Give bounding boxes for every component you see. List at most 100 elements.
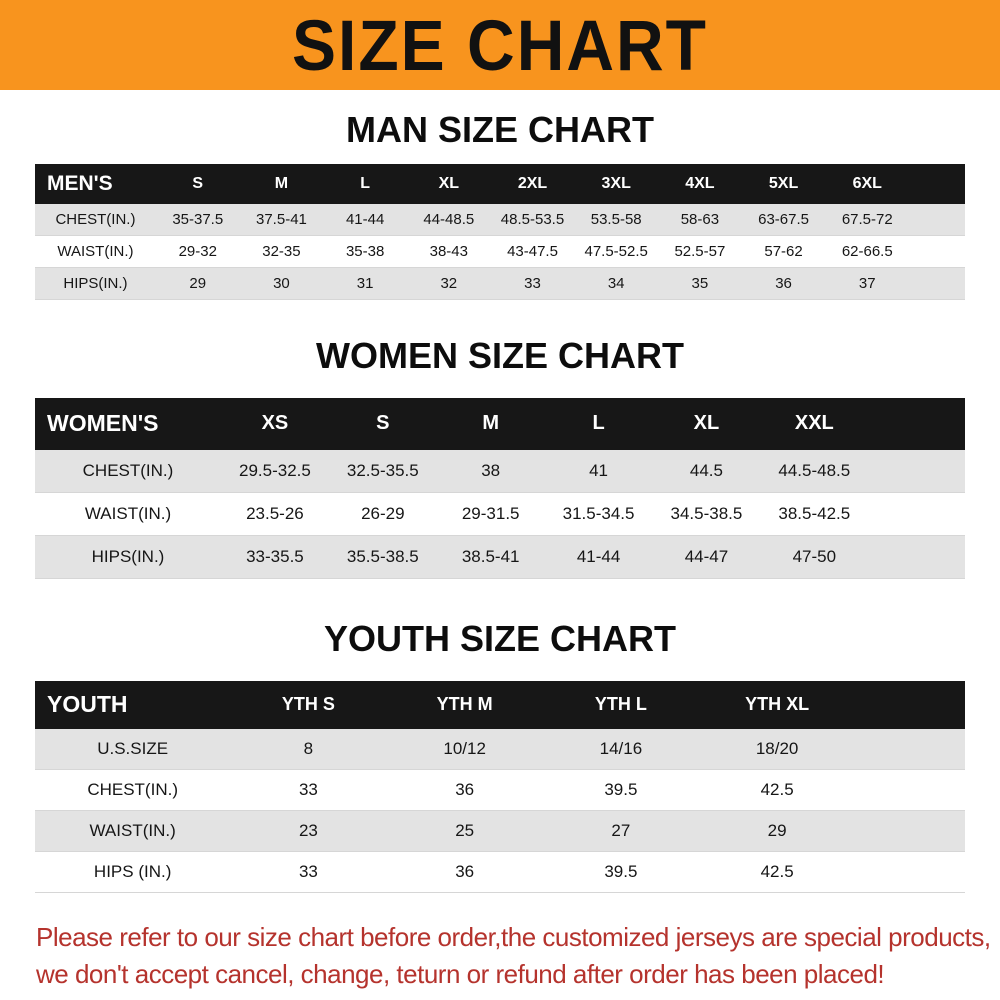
- cell: 33: [298, 862, 318, 882]
- spacer-cell: [868, 536, 965, 579]
- cell: 67.5-72: [841, 210, 893, 228]
- cell: 53.5-58: [590, 210, 642, 228]
- cell: 38.5-42.5: [778, 504, 851, 524]
- cell: 36: [455, 780, 475, 800]
- youth-col-header: YTH XL: [699, 680, 856, 729]
- spacer-cell: [868, 450, 965, 493]
- cell: 39.5: [604, 780, 638, 800]
- women-col-header: XL: [652, 397, 761, 450]
- cell: 25: [455, 821, 475, 841]
- men-col-header: 5XL: [741, 163, 826, 204]
- cell: 42.5: [760, 862, 794, 882]
- youth-corner-label: YOUTH: [35, 680, 231, 729]
- footer-line-2: we don't accept cancel, change, teturn o…: [36, 958, 885, 989]
- spacer-cell: [855, 680, 965, 729]
- row-label: CHEST(IN.): [82, 460, 174, 480]
- cell: 10/12: [443, 739, 486, 759]
- women-col-header: XXL: [760, 397, 869, 450]
- women-col-header: L: [544, 397, 653, 450]
- row-label: CHEST(IN.): [87, 780, 178, 800]
- cell: 33: [298, 780, 318, 800]
- table-row: WAIST(IN.) 23.5-26 26-29 29-31.5 31.5-34…: [35, 492, 965, 536]
- table-row: CHEST(IN.) 35-37.5 37.5-41 41-44 44-48.5…: [35, 203, 965, 236]
- spacer-cell: [855, 770, 965, 811]
- women-col-header: M: [436, 397, 545, 450]
- table-row: U.S.SIZE 8 10/12 14/16 18/20: [35, 728, 965, 770]
- cell: 29: [189, 275, 207, 293]
- cell: 33: [524, 275, 541, 293]
- table-row: HIPS(IN.) 29 30 31 32 33 34 35 36 37: [35, 267, 965, 300]
- row-label: WAIST(IN.): [84, 504, 172, 524]
- cell: 26-29: [361, 504, 405, 524]
- banner-title: SIZE CHART: [292, 5, 708, 85]
- men-header-row: MEN'S S M L XL 2XL 3XL 4XL 5XL 6XL: [35, 163, 965, 204]
- cell: 38.5-41: [461, 547, 520, 567]
- spacer-cell: [868, 397, 965, 450]
- cell: 30: [273, 275, 290, 293]
- footer-line-1: Please refer to our size chart before or…: [36, 922, 991, 953]
- cell: 32: [440, 275, 458, 293]
- cell: 23.5-26: [246, 504, 304, 524]
- cell: 58-63: [680, 210, 720, 228]
- women-header-row: WOMEN'S XS S M L XL XXL: [35, 397, 965, 450]
- row-label: HIPS(IN.): [91, 547, 165, 567]
- cell: 31.5-34.5: [562, 504, 635, 524]
- cell: 27: [611, 821, 631, 841]
- cell: 36: [775, 275, 792, 293]
- cell: 18/20: [755, 739, 799, 759]
- women-size-table: WOMEN'S XS S M L XL XXL CHEST(IN.) 29.5-…: [35, 397, 965, 580]
- cell: 38-43: [429, 243, 468, 261]
- cell: 29-31.5: [461, 504, 520, 524]
- youth-section-heading: YOUTH SIZE CHART: [323, 618, 676, 660]
- cell: 31: [356, 275, 374, 293]
- spacer-cell: [868, 493, 965, 536]
- men-col-header: 4XL: [658, 163, 742, 204]
- cell: 63-67.5: [758, 210, 809, 228]
- table-row: WAIST(IN.) 29-32 32-35 35-38 38-43 43-47…: [35, 235, 965, 268]
- cell: 37: [858, 275, 876, 293]
- cell: 41: [589, 460, 609, 480]
- youth-header-row: YOUTH YTH S YTH M YTH L YTH XL: [35, 680, 965, 729]
- cell: 34.5-38.5: [670, 504, 743, 524]
- cell: 48.5-53.5: [500, 210, 565, 228]
- row-label: HIPS (IN.): [93, 862, 172, 882]
- table-row: HIPS (IN.) 33 36 39.5 42.5: [35, 851, 965, 893]
- youth-col-header: YTH S: [230, 680, 387, 729]
- men-col-header: L: [323, 163, 407, 204]
- cell: 37.5-41: [256, 210, 307, 228]
- spacer-cell: [909, 204, 965, 236]
- women-section-heading: WOMEN SIZE CHART: [316, 335, 684, 377]
- table-row: HIPS(IN.) 33-35.5 35.5-38.5 38.5-41 41-4…: [35, 535, 965, 579]
- cell: 47-50: [792, 547, 837, 567]
- women-corner-label: WOMEN'S: [35, 397, 221, 450]
- cell: 32-35: [262, 243, 301, 261]
- women-col-header: S: [328, 397, 437, 450]
- cell: 44.5: [689, 460, 723, 480]
- men-corner-label: MEN'S: [35, 163, 156, 204]
- spacer-cell: [855, 811, 965, 852]
- row-label: CHEST(IN.): [55, 210, 136, 228]
- cell: 62-66.5: [841, 243, 893, 261]
- cell: 8: [303, 739, 314, 759]
- cell: 35.5-38.5: [346, 547, 419, 567]
- footer-note: Please refer to our size chart before or…: [36, 919, 1000, 992]
- row-label: HIPS(IN.): [63, 275, 128, 293]
- men-col-header: M: [239, 163, 324, 204]
- cell: 57-62: [764, 243, 803, 261]
- youth-col-header: YTH L: [542, 680, 699, 729]
- cell: 33-35.5: [246, 547, 304, 567]
- banner: SIZE CHART: [0, 0, 1000, 90]
- cell: 47.5-52.5: [584, 243, 648, 261]
- table-row: CHEST(IN.) 29.5-32.5 32.5-35.5 38 41 44.…: [35, 449, 965, 493]
- row-label: WAIST(IN.): [89, 821, 176, 841]
- spacer-cell: [909, 163, 965, 204]
- youth-col-header: YTH M: [386, 680, 543, 729]
- cell: 34: [607, 275, 625, 293]
- table-row: WAIST(IN.) 23 25 27 29: [35, 810, 965, 852]
- cell: 36: [455, 862, 475, 882]
- youth-size-table: YOUTH YTH S YTH M YTH L YTH XL U.S.SIZE …: [35, 680, 965, 894]
- men-col-header: S: [155, 163, 240, 204]
- row-label: WAIST(IN.): [57, 243, 134, 261]
- cell: 23: [298, 821, 318, 841]
- spacer-cell: [855, 852, 965, 893]
